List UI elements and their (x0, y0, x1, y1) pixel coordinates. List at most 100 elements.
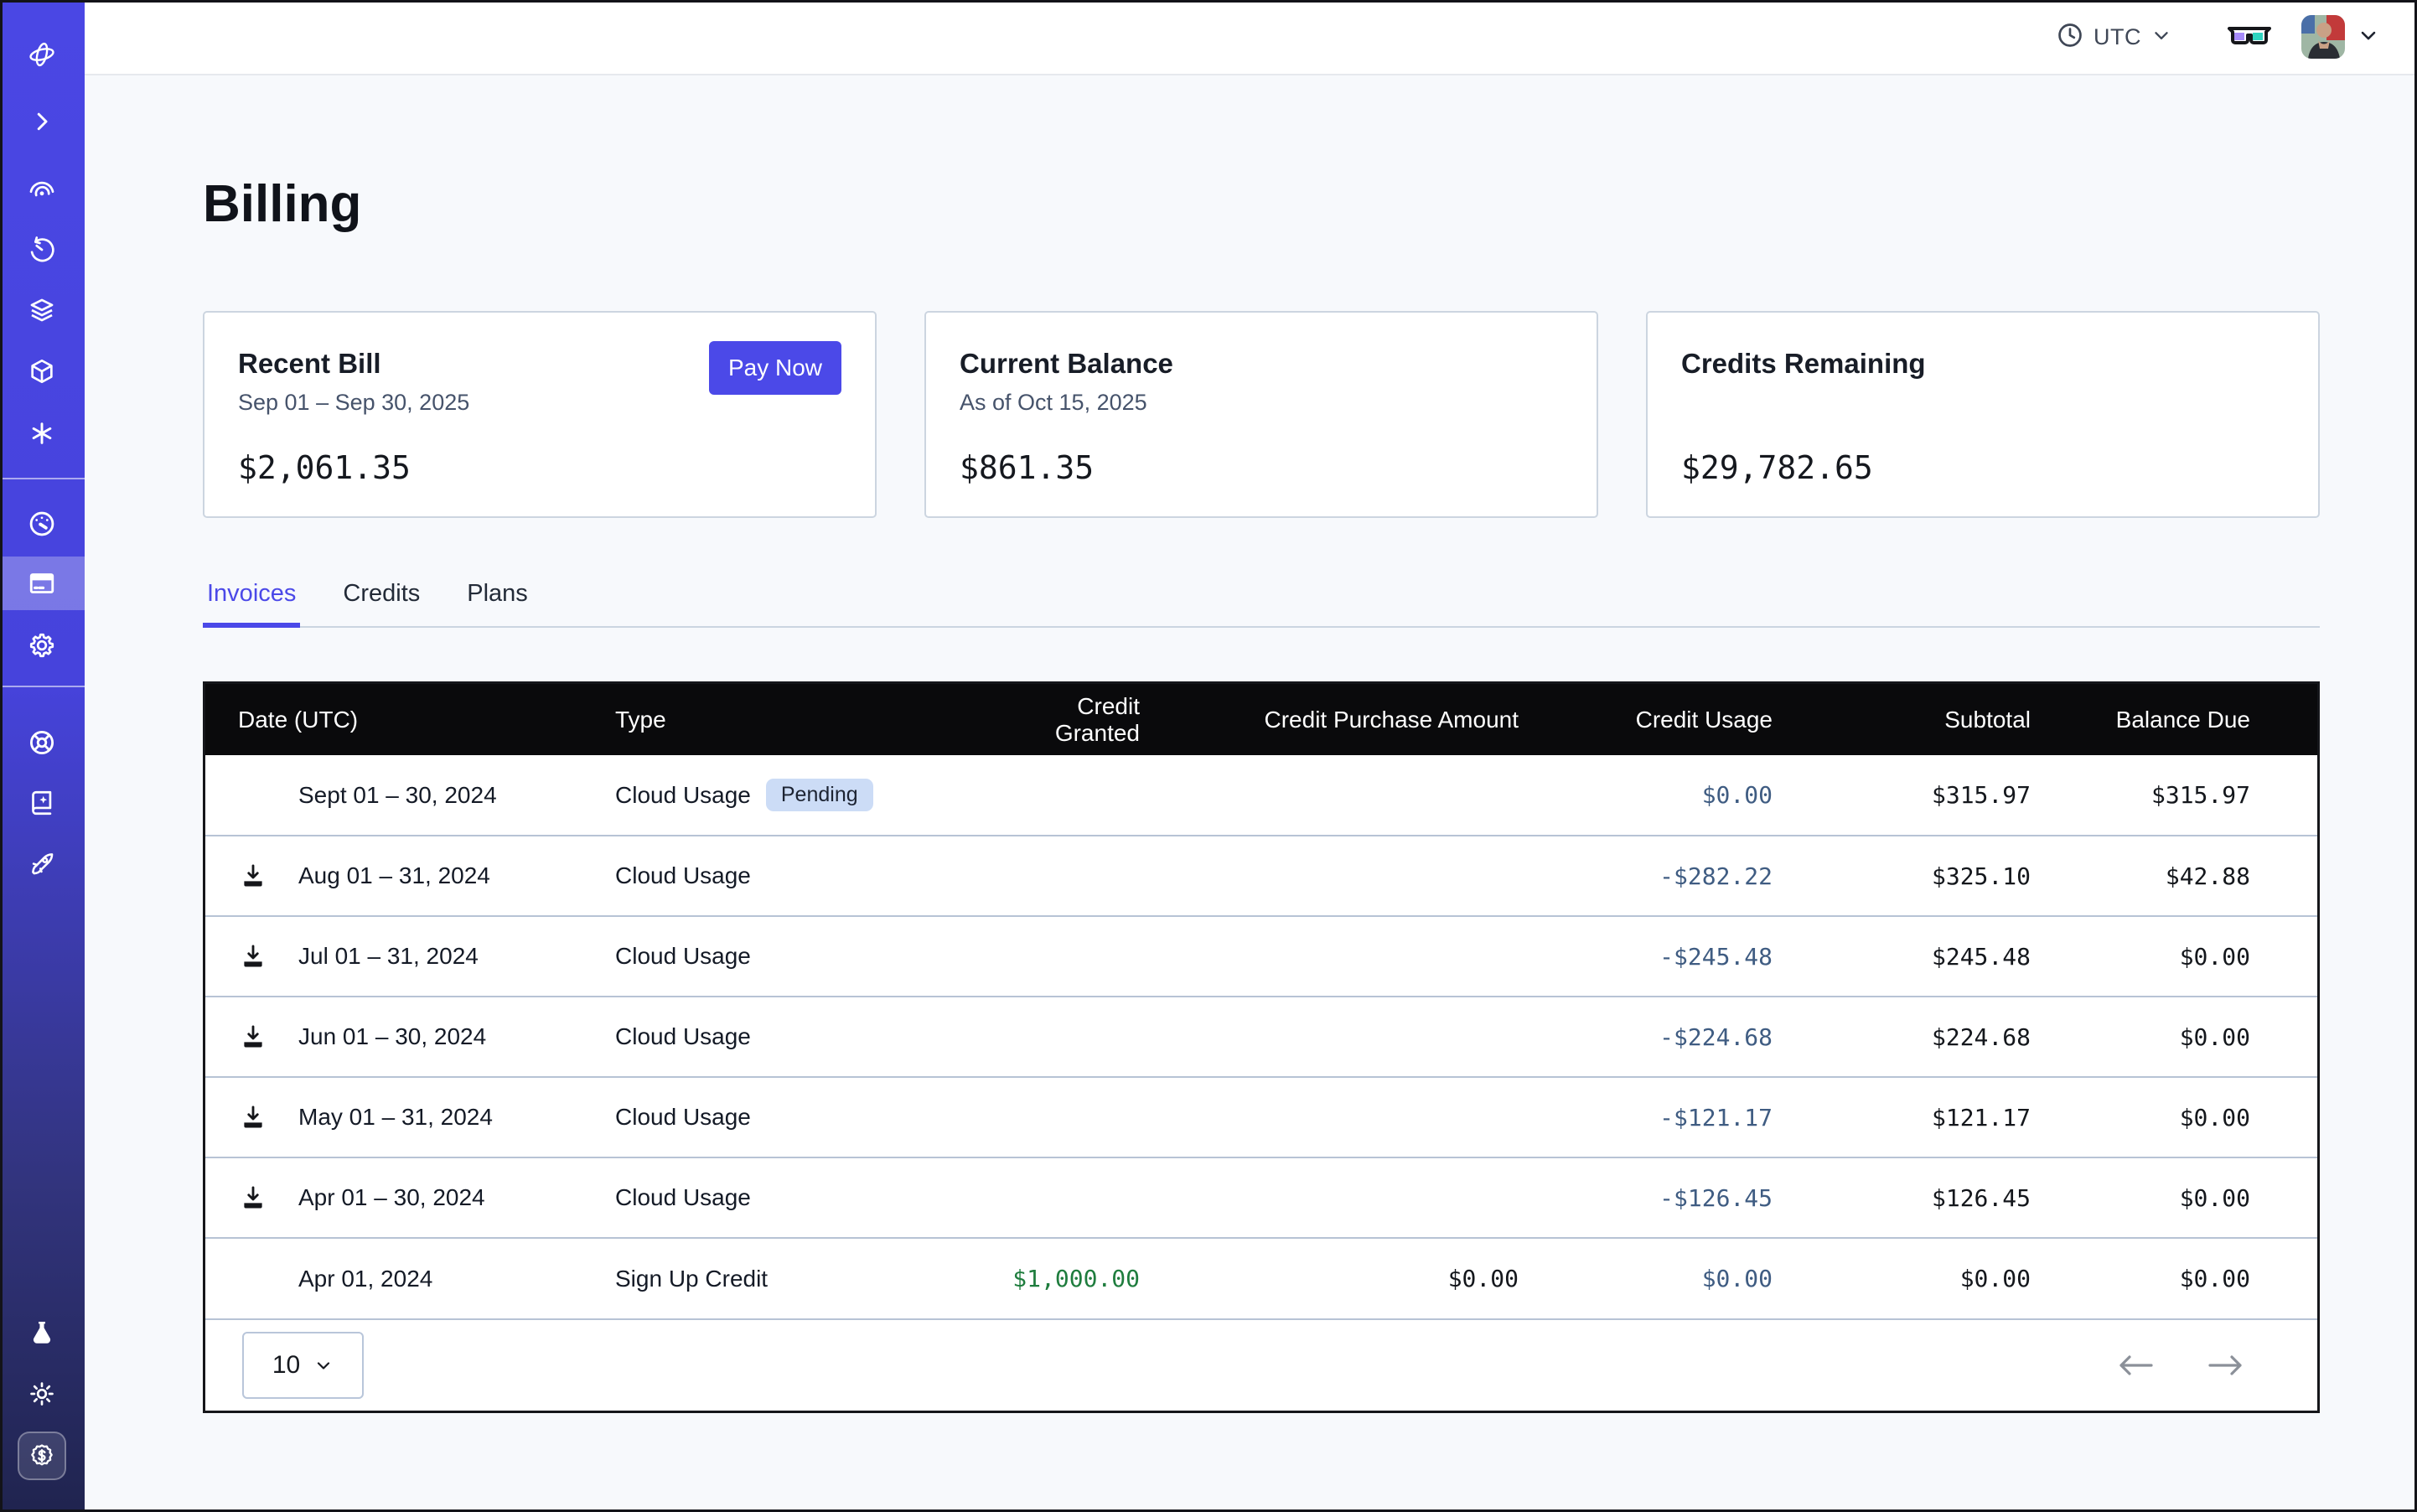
column-header: Credit Purchase Amount (1140, 684, 1519, 755)
chevron-down-icon (2150, 24, 2172, 50)
sidebar (0, 0, 85, 1512)
recent-bill-card: Recent Bill Sep 01 – Sep 30, 2025 Pay No… (203, 311, 877, 518)
invoice-type: Cloud Usage (615, 1104, 751, 1131)
download-icon (239, 1103, 267, 1131)
current-balance-amount: $861.35 (960, 449, 1563, 486)
balance-due-value: $0.00 (2180, 1023, 2250, 1051)
card-subtitle: Sep 01 – Sep 30, 2025 (238, 390, 469, 417)
topbar: UTC (85, 0, 2417, 75)
balance-due-value: $0.00 (2180, 1265, 2250, 1292)
invoice-type: Cloud Usage (615, 943, 751, 970)
arrow-left-icon (2116, 1352, 2155, 1379)
balance-due-value: $315.97 (2151, 781, 2250, 809)
subtotal-value: $245.48 (1932, 943, 2031, 971)
dollar-badge-icon[interactable] (18, 1432, 66, 1480)
recent-bill-amount: $2,061.35 (238, 449, 841, 486)
pay-now-button[interactable]: Pay Now (709, 341, 841, 395)
card-title: Current Balance (960, 348, 1173, 380)
prev-page-button[interactable] (2116, 1352, 2155, 1379)
next-page-button[interactable] (2207, 1352, 2245, 1379)
invoices-table: Date (UTC)TypeCredit GrantedCredit Purch… (205, 684, 2317, 1318)
invoice-date: Apr 01 – 30, 2024 (298, 1184, 485, 1211)
sun-icon[interactable] (28, 1380, 56, 1408)
invoice-row: Jun 01 – 30, 2024 Cloud Usage -$224.68 $224… (205, 997, 2317, 1077)
credit-usage-value: -$121.17 (1659, 1104, 1773, 1131)
invoice-type: Cloud Usage (615, 862, 751, 889)
user-menu[interactable] (2301, 15, 2380, 59)
tab-invoices[interactable]: Invoices (203, 573, 300, 626)
invoice-date: Jun 01 – 30, 2024 (298, 1023, 486, 1050)
timezone-selector[interactable]: UTC (2056, 21, 2172, 54)
credit-granted-value: $1,000.00 (1012, 1265, 1140, 1292)
invoice-row: May 01 – 31, 2024 Cloud Usage -$121.17 $121… (205, 1077, 2317, 1157)
download-invoice-button[interactable] (239, 942, 267, 971)
layers-icon[interactable] (28, 296, 56, 324)
download-icon (239, 862, 267, 890)
billing-tabs: Invoices Credits Plans (203, 573, 2320, 628)
column-header: Credit Granted (997, 684, 1140, 755)
invoice-type: Sign Up Credit (615, 1266, 768, 1292)
subtotal-value: $121.17 (1932, 1104, 2031, 1131)
card-subtitle: As of Oct 15, 2025 (960, 390, 1173, 417)
book-sparkle-icon[interactable] (28, 789, 56, 817)
download-invoice-button[interactable] (239, 1103, 267, 1131)
subtotal-value: $0.00 (1960, 1265, 2031, 1292)
avatar[interactable] (2301, 15, 2345, 59)
page-title: Billing (203, 174, 2320, 234)
subtotal-value: $325.10 (1932, 862, 2031, 890)
credits-remaining-amount: $29,782.65 (1681, 449, 2285, 486)
invoice-date: Sept 01 – 30, 2024 (298, 782, 497, 809)
wheel-icon[interactable] (27, 728, 57, 758)
pagination-bar: 10 (205, 1318, 2317, 1411)
tab-plans[interactable]: Plans (463, 573, 532, 626)
chevron-down-icon (2357, 23, 2380, 51)
download-invoice-button[interactable] (239, 862, 267, 890)
history-icon[interactable] (28, 236, 56, 264)
credit-usage-value: -$245.48 (1659, 943, 1773, 971)
balance-due-value: $0.00 (2180, 1184, 2250, 1212)
summary-cards: Recent Bill Sep 01 – Sep 30, 2025 Pay No… (203, 311, 2320, 518)
tab-credits[interactable]: Credits (339, 573, 424, 626)
invoice-row: Apr 01 – 30, 2024Cloud Usage-$126.45$126… (205, 1157, 2317, 1238)
download-invoice-button[interactable] (239, 1023, 267, 1051)
balance-due-value: $42.88 (2166, 862, 2250, 890)
table-header-row: Date (UTC)TypeCredit GrantedCredit Purch… (205, 684, 2317, 755)
invoice-row: Apr 01, 2024 Sign Up Credit $1,000.00 $0.00… (205, 1238, 2317, 1318)
observe-eye-icon[interactable] (28, 177, 56, 205)
asterisk-icon[interactable] (28, 420, 55, 447)
gear-icon[interactable] (28, 631, 56, 660)
invoice-type: Cloud Usage (615, 1023, 751, 1050)
rocket-icon[interactable] (28, 849, 56, 878)
credit-usage-value: $0.00 (1702, 1265, 1773, 1292)
flask-icon[interactable] (28, 1318, 56, 1347)
logo-orbit-icon[interactable] (27, 39, 57, 70)
status-badge: Pending (766, 779, 873, 811)
download-invoice-button[interactable] (239, 1183, 267, 1212)
invoices-table-container: Date (UTC)TypeCredit GrantedCredit Purch… (203, 681, 2320, 1413)
main-content: Billing Recent Bill Sep 01 – Sep 30, 202… (85, 75, 2417, 1512)
subtotal-value: $315.97 (1932, 781, 2031, 809)
cube-icon[interactable] (28, 357, 56, 386)
credit-usage-value: -$224.68 (1659, 1023, 1773, 1051)
page-size-value: 10 (272, 1351, 300, 1380)
invoice-date: Jul 01 – 31, 2024 (298, 943, 479, 970)
balance-due-value: $0.00 (2180, 943, 2250, 971)
subtotal-value: $224.68 (1932, 1023, 2031, 1051)
column-header: Subtotal (1773, 684, 2031, 755)
column-header: Credit Usage (1519, 684, 1773, 755)
balance-due-value: $0.00 (2180, 1104, 2250, 1131)
invoice-type: Cloud Usage (615, 782, 751, 809)
download-icon (239, 1023, 267, 1051)
invoice-row: Sept 01 – 30, 2024Cloud UsagePending$0.0… (205, 755, 2317, 836)
glasses-icon[interactable] (2228, 23, 2271, 50)
card-title: Recent Bill (238, 348, 469, 380)
invoice-date: May 01 – 31, 2024 (298, 1104, 493, 1131)
billing-card-icon[interactable] (27, 568, 57, 598)
timezone-label: UTC (2094, 24, 2141, 50)
download-icon (239, 1183, 267, 1212)
expand-chevron-right-icon[interactable] (29, 109, 54, 134)
gauge-icon[interactable] (27, 509, 57, 539)
page-size-select[interactable]: 10 (242, 1332, 364, 1399)
invoice-date: Apr 01, 2024 (298, 1266, 432, 1292)
subtotal-value: $126.45 (1932, 1184, 2031, 1212)
